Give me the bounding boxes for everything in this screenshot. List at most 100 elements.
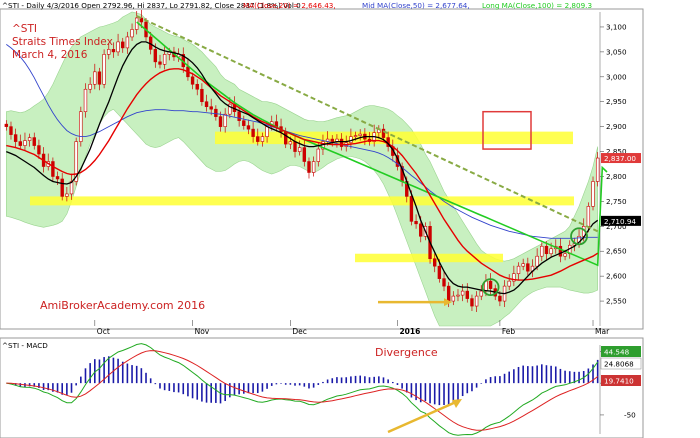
candle-body (516, 265, 521, 274)
y-tick-label: 2,900 (606, 122, 627, 131)
candle-body (23, 140, 27, 146)
candle-body (591, 181, 595, 207)
candle-body (214, 108, 218, 117)
candle-body (228, 103, 232, 115)
macd-value-label-bg (601, 346, 641, 357)
candle-body (307, 161, 311, 173)
ma20-line (6, 68, 599, 281)
candle-body (237, 111, 241, 121)
y-tick-label: 3,100 (606, 22, 627, 31)
candle-body (563, 253, 567, 257)
watermark: AmiBrokerAcademy.com 2016 (40, 299, 205, 312)
candle-body (451, 295, 456, 302)
candle-body (27, 137, 32, 141)
candle-body (460, 290, 465, 296)
candle-body (437, 265, 442, 279)
divergence-arrow-head (452, 399, 462, 408)
y-tick-label: 2,800 (606, 172, 627, 181)
candle-body (256, 136, 260, 142)
header-ma20: MA(Close,20) = 2,646.43, (243, 1, 336, 10)
low-arrow-head (444, 298, 452, 307)
candle-body (381, 128, 386, 138)
x-tick-label: Oct (97, 327, 110, 336)
candle-body (465, 290, 469, 299)
macd-panel-title: ^STI - MACD (2, 341, 48, 350)
candle-body (409, 196, 414, 222)
divergence-arrow-shaft (387, 400, 457, 434)
candle-body (158, 61, 162, 65)
bollinger-band (6, 11, 599, 327)
short-ma-value-label-bg (601, 215, 641, 226)
divergence-label: Divergence (375, 346, 438, 359)
candle-body (74, 141, 78, 182)
candle-body (65, 193, 69, 197)
candle-body (288, 141, 293, 145)
candle-body (153, 49, 158, 63)
crossover-circle-feb (481, 278, 500, 297)
candle-body (446, 285, 451, 302)
candle-body (51, 161, 55, 177)
candle-body (18, 141, 22, 146)
short-ma-value-label: 2,710.94 (604, 217, 636, 226)
candle-body (442, 278, 446, 287)
macd-panel-frame (0, 337, 644, 438)
candle-body (311, 161, 316, 173)
candle-body (353, 135, 358, 137)
candle-body (97, 71, 102, 85)
candle-body (88, 83, 92, 90)
signal-line (6, 350, 599, 431)
crossover-circle-mar (570, 227, 588, 246)
candle-body (526, 263, 530, 272)
x-tick-label: Mar (595, 327, 610, 336)
candle-body (251, 128, 255, 137)
price-panel-frame (0, 8, 644, 330)
support-zone-2750 (30, 196, 574, 206)
x-tick-label: Dec (292, 327, 307, 336)
header-ma100: Long MA(Close,100) = 2,809.3 (482, 1, 592, 10)
candle-body (586, 206, 591, 227)
last-close-label-bg (601, 153, 641, 164)
candle-body (223, 113, 227, 127)
candle-body (195, 83, 199, 90)
candle-body (456, 294, 460, 297)
candle-body (297, 147, 302, 152)
candle-body (218, 116, 223, 127)
candle-body (111, 49, 116, 53)
macd-value-label: 19.7410 (604, 377, 634, 386)
ma100-line (136, 21, 608, 267)
candle-body (190, 76, 195, 85)
candle-body (330, 138, 334, 142)
candle-body (558, 245, 563, 257)
candle-body (293, 141, 297, 152)
candle-body (507, 280, 511, 287)
macd-y-tick-label: -50 (624, 410, 636, 419)
candle-body (419, 223, 423, 237)
header-ma50: Mid MA(Close,50) = 2,677.64, (362, 1, 470, 10)
candle-body (79, 111, 83, 142)
candle-body (521, 263, 525, 267)
candle-body (162, 54, 167, 65)
candle-body (83, 88, 88, 112)
candle-body (37, 145, 41, 155)
candle-body (209, 106, 213, 110)
candle-body (4, 123, 9, 127)
macd-value-label: 44.548 (604, 348, 630, 357)
y-tick-label: 2,600 (606, 272, 627, 281)
candle-body (595, 157, 600, 182)
title-line-symbol: ^STI (12, 23, 37, 35)
candle-body (498, 295, 502, 302)
y-tick-label: 2,950 (606, 97, 627, 106)
candle-body (102, 54, 106, 85)
candle-body (540, 245, 544, 257)
candle-body (130, 29, 134, 38)
header-symbol-line: ^STI - Daily 4/3/2016 Open 2792.96, Hi 2… (2, 1, 301, 10)
candle-body (13, 134, 18, 142)
y-tick-label: 2,650 (606, 247, 627, 256)
macd-value-label: 24.8068 (604, 360, 634, 369)
candle-body (9, 126, 13, 135)
candle-body (349, 136, 353, 143)
down-trendline (136, 15, 599, 233)
y-tick-label: 2,700 (606, 222, 627, 231)
candle-body (265, 126, 269, 137)
